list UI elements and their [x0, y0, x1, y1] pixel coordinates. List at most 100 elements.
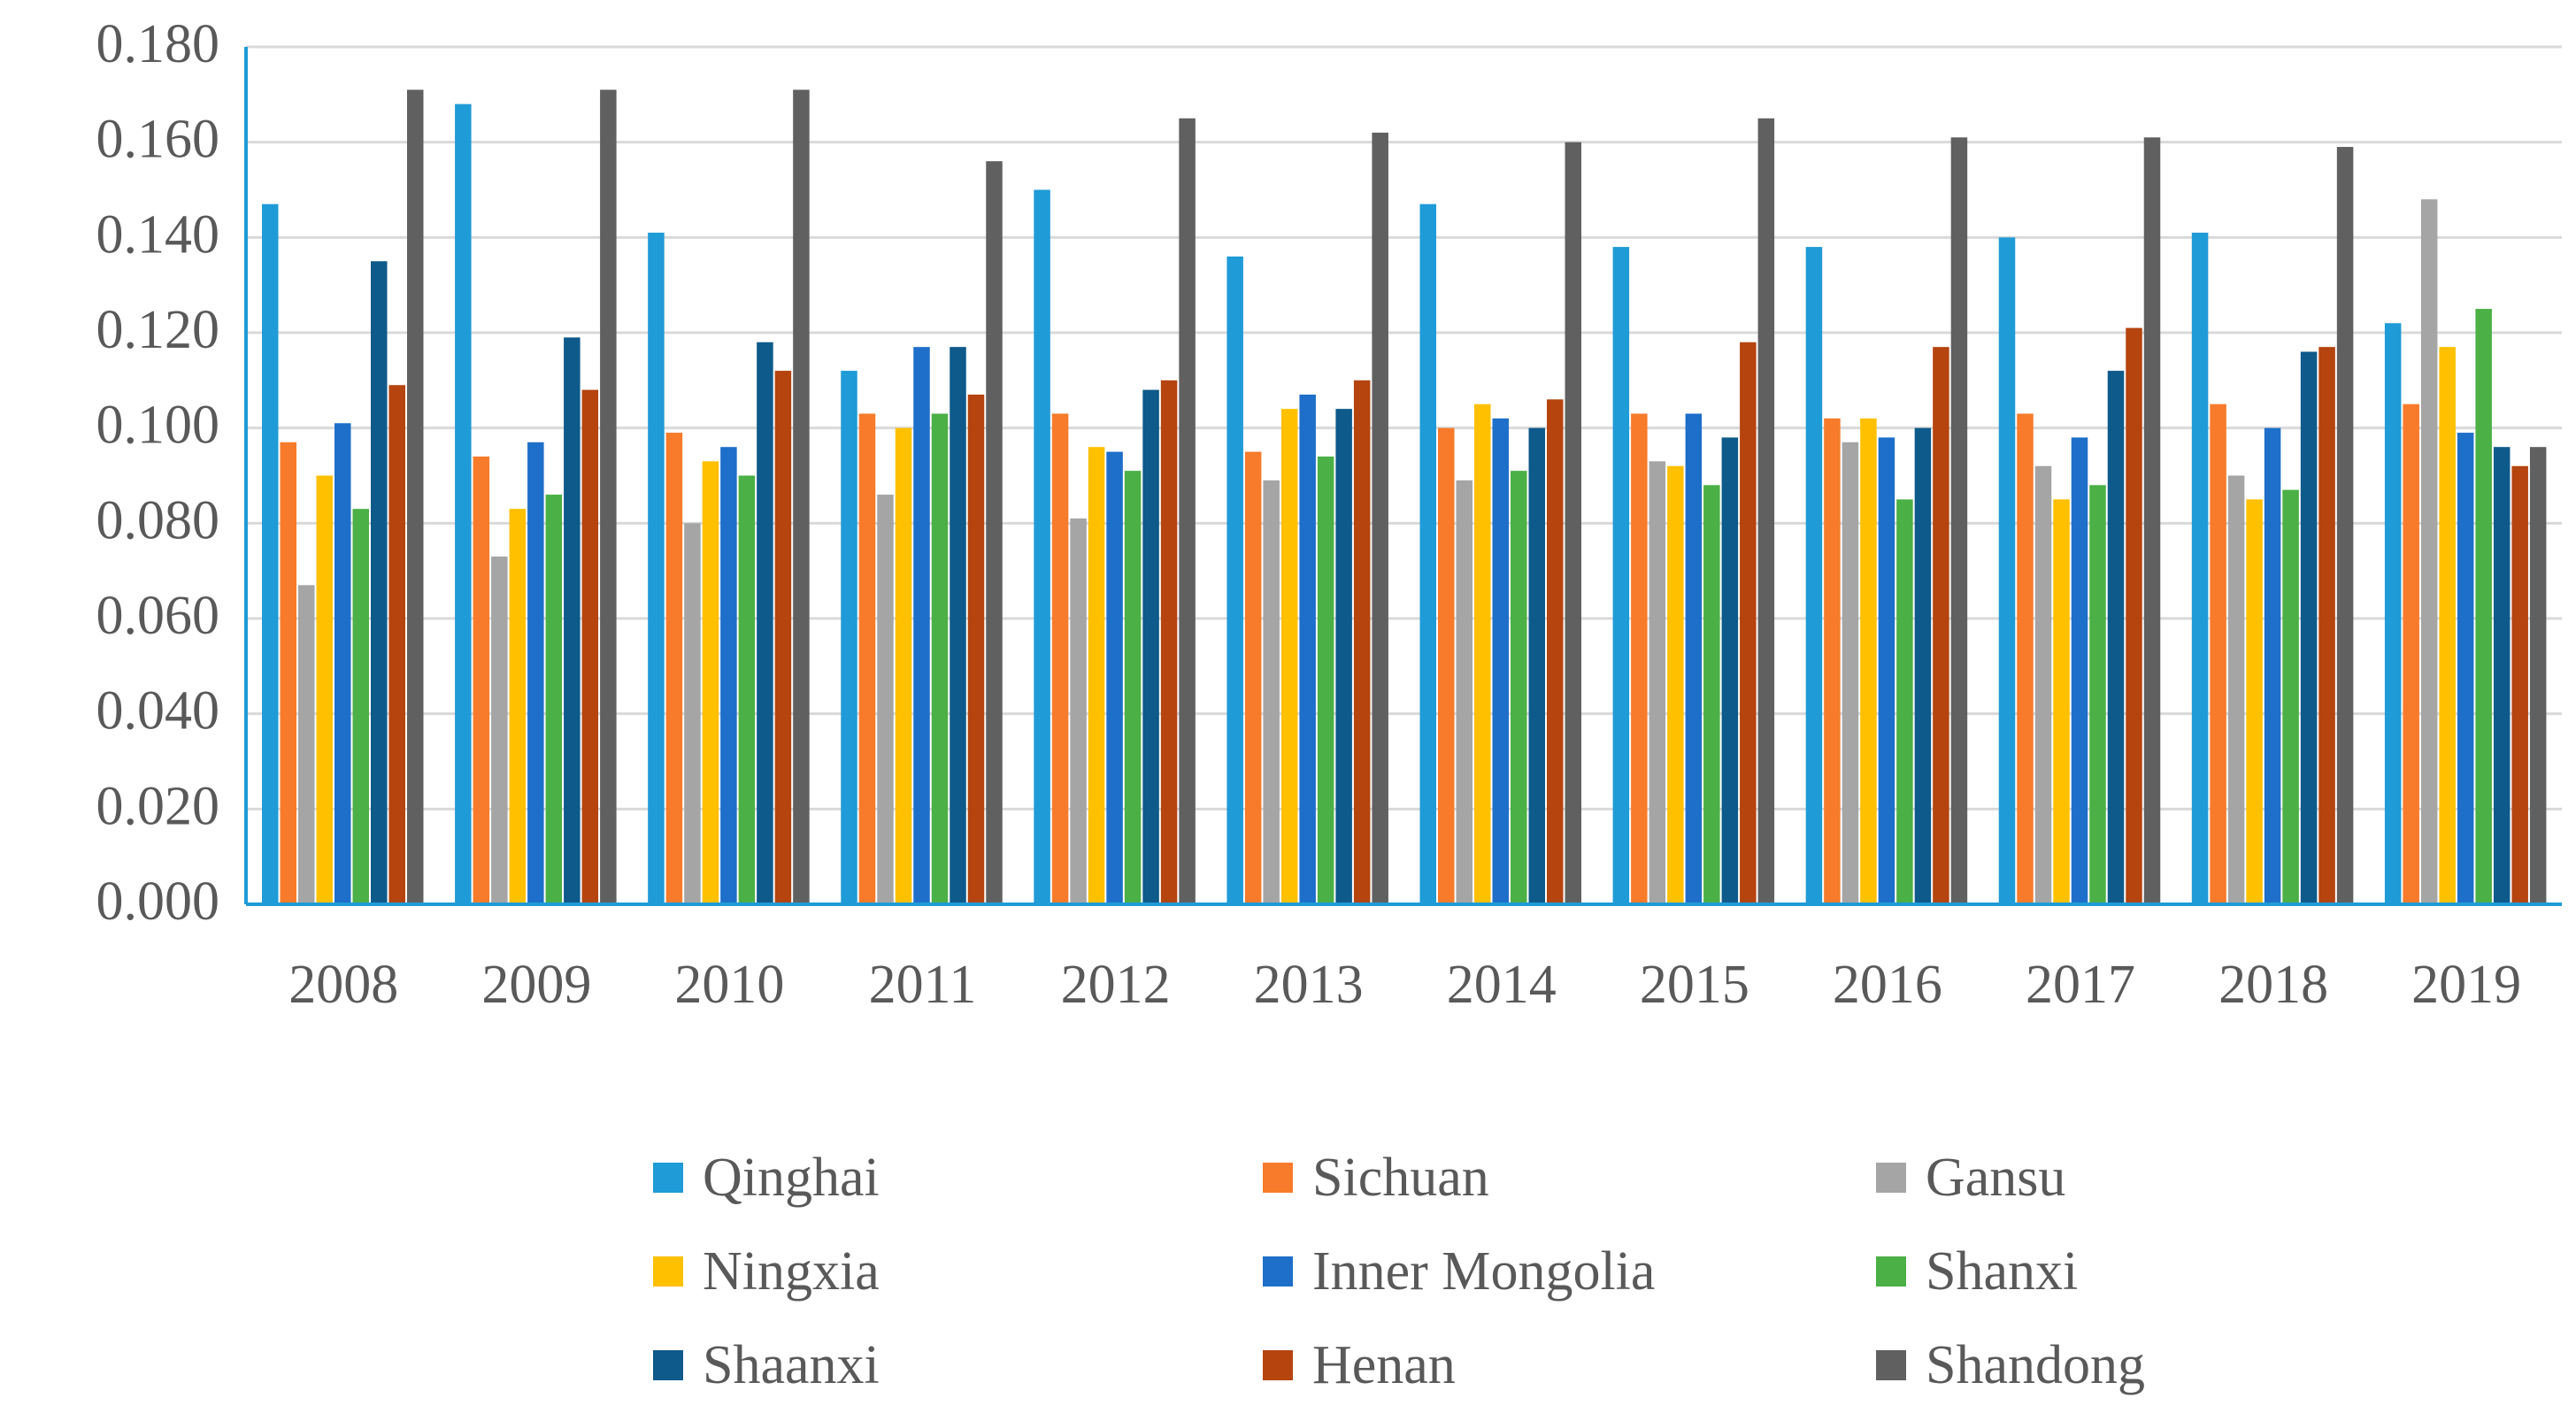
bar-shaanxi-2019 — [2493, 447, 2511, 904]
bar-inner-mongolia-2008 — [334, 423, 351, 904]
legend-label-qinghai: Qinghai — [703, 1148, 880, 1208]
y-tick-label: 0.080 — [96, 490, 220, 550]
y-tick-label: 0.100 — [96, 396, 220, 456]
bar-henan-2017 — [2126, 327, 2142, 904]
bar-sichuan-2017 — [2017, 413, 2034, 904]
bar-shanxi-2019 — [2475, 309, 2492, 904]
bar-ningxia-2015 — [1667, 465, 1684, 904]
bar-ningxia-2018 — [2246, 499, 2263, 904]
bar-shanxi-2015 — [1703, 485, 1720, 904]
legend-label-shandong: Shandong — [1926, 1335, 2145, 1395]
bar-henan-2018 — [2318, 347, 2335, 904]
x-tick-label: 2012 — [1061, 955, 1171, 1015]
bar-inner-mongolia-2019 — [2457, 433, 2474, 904]
y-tick-label: 0.020 — [96, 776, 220, 836]
bar-inner-mongolia-2016 — [1878, 437, 1895, 904]
bar-shanxi-2010 — [738, 475, 756, 904]
bar-shandong-2017 — [2143, 137, 2161, 905]
bar-qinghai-2013 — [1226, 256, 1243, 904]
bar-shaanxi-2015 — [1721, 437, 1739, 904]
bar-qinghai-2011 — [841, 371, 857, 905]
bar-shaanxi-2009 — [564, 337, 581, 905]
bar-ningxia-2009 — [509, 509, 527, 904]
bar-shaanxi-2017 — [2107, 371, 2125, 905]
bar-shaanxi-2014 — [1528, 427, 1545, 905]
bar-henan-2008 — [388, 385, 405, 904]
bar-shaanxi-2010 — [757, 342, 773, 904]
bar-ningxia-2019 — [2439, 347, 2456, 904]
bar-sichuan-2019 — [2403, 403, 2419, 904]
bar-gansu-2014 — [1456, 480, 1473, 904]
bar-qinghai-2014 — [1419, 204, 1436, 904]
bar-qinghai-2019 — [2384, 323, 2402, 904]
gridlines — [246, 45, 2562, 810]
bar-henan-2019 — [2511, 465, 2528, 904]
bar-shandong-2010 — [793, 89, 810, 904]
y-tick-label: 0.000 — [96, 872, 220, 932]
bar-inner-mongolia-2010 — [720, 447, 737, 904]
bar-shandong-2016 — [1950, 137, 1968, 905]
bar-inner-mongolia-2015 — [1685, 413, 1703, 904]
bar-gansu-2012 — [1070, 518, 1087, 904]
bar-inner-mongolia-2018 — [2264, 427, 2281, 905]
bar-gansu-2016 — [1842, 442, 1859, 905]
bar-henan-2014 — [1547, 399, 1564, 904]
legend-label-shanxi: Shanxi — [1926, 1241, 2078, 1302]
bar-shandong-2015 — [1757, 118, 1775, 904]
x-tick-label: 2019 — [2411, 955, 2521, 1015]
bar-shandong-2008 — [407, 89, 424, 904]
bar-shanxi-2013 — [1317, 456, 1334, 904]
bar-inner-mongolia-2009 — [527, 442, 544, 905]
bar-henan-2011 — [967, 394, 985, 904]
bar-shandong-2012 — [1179, 118, 1196, 904]
bar-shaanxi-2008 — [371, 261, 388, 904]
legend-swatch-shanxi — [1876, 1256, 1906, 1287]
legend: Qinghai Sichuan Gansu Ningxia Inner Mongolia… — [653, 1148, 2145, 1395]
legend-label-henan: Henan — [1312, 1335, 1456, 1395]
bar-shaanxi-2018 — [2300, 351, 2318, 904]
bar-sichuan-2015 — [1631, 413, 1648, 904]
bar-gansu-2013 — [1263, 480, 1280, 904]
bar-qinghai-2008 — [262, 204, 279, 904]
bar-sichuan-2009 — [473, 456, 490, 904]
x-tick-label: 2014 — [1447, 955, 1557, 1015]
bar-inner-mongolia-2017 — [2071, 437, 2088, 904]
bar-shaanxi-2016 — [1914, 427, 1932, 905]
bar-shanxi-2012 — [1124, 471, 1142, 904]
bar-shanxi-2017 — [2089, 485, 2106, 904]
x-tick-label: 2011 — [869, 955, 977, 1015]
bar-ningxia-2012 — [1088, 447, 1105, 904]
bar-qinghai-2018 — [2191, 232, 2209, 904]
x-tick-label: 2015 — [1640, 955, 1749, 1015]
bar-ningxia-2010 — [702, 461, 719, 904]
bar-shandong-2011 — [986, 161, 1003, 904]
legend-label-sichuan: Sichuan — [1312, 1148, 1489, 1208]
bar-henan-2010 — [774, 371, 792, 905]
bar-gansu-2011 — [877, 495, 894, 904]
bar-sichuan-2012 — [1051, 413, 1069, 904]
bar-gansu-2015 — [1649, 461, 1666, 904]
bar-ningxia-2014 — [1474, 403, 1491, 904]
bar-ningxia-2013 — [1280, 409, 1298, 905]
bar-gansu-2018 — [2227, 475, 2245, 904]
y-tick-label: 0.160 — [96, 110, 220, 170]
bar-qinghai-2016 — [1805, 247, 1823, 905]
bar-inner-mongolia-2014 — [1492, 418, 1509, 904]
y-tick-label: 0.140 — [96, 204, 220, 265]
bar-shanxi-2008 — [352, 509, 369, 904]
legend-swatch-inner-mongolia — [1263, 1256, 1293, 1287]
bar-sichuan-2011 — [858, 413, 876, 904]
bar-shaanxi-2011 — [950, 347, 966, 904]
bar-ningxia-2017 — [2053, 499, 2070, 904]
legend-swatch-shaanxi — [653, 1350, 683, 1380]
bar-henan-2013 — [1353, 380, 1371, 904]
y-tick-label: 0.040 — [96, 681, 220, 741]
y-axis-tick-labels: 0.000 0.020 0.040 0.060 0.080 0.100 0.120 0.140… — [96, 14, 220, 932]
bar-henan-2012 — [1160, 380, 1178, 904]
bar-shandong-2019 — [2529, 447, 2547, 904]
legend-swatch-sichuan — [1263, 1163, 1293, 1193]
x-tick-label: 2008 — [288, 955, 398, 1015]
bar-sichuan-2008 — [280, 442, 296, 905]
bar-qinghai-2015 — [1612, 247, 1630, 905]
bar-shandong-2014 — [1565, 142, 1581, 904]
